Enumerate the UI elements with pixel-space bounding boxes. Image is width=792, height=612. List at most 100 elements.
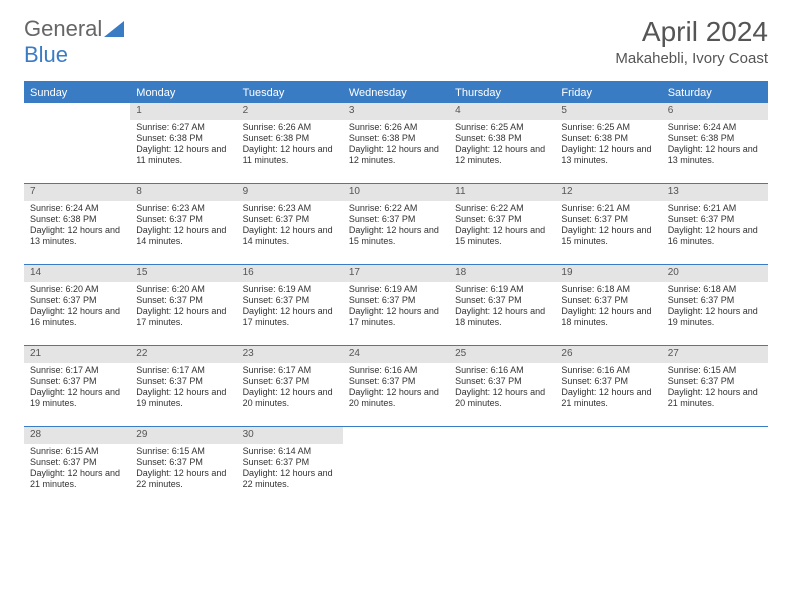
sunset-text: Sunset: 6:37 PM bbox=[237, 376, 343, 387]
daylight-text: Daylight: 12 hours and 15 minutes. bbox=[555, 225, 661, 248]
calendar-cell: 12Sunrise: 6:21 AMSunset: 6:37 PMDayligh… bbox=[555, 184, 661, 264]
calendar-cell: 9Sunrise: 6:23 AMSunset: 6:37 PMDaylight… bbox=[237, 184, 343, 264]
logo-text-2: Blue bbox=[24, 42, 68, 68]
day-number: 29 bbox=[130, 427, 236, 444]
sunset-text: Sunset: 6:38 PM bbox=[662, 133, 768, 144]
calendar-cell: 7Sunrise: 6:24 AMSunset: 6:38 PMDaylight… bbox=[24, 184, 130, 264]
day-number: 8 bbox=[130, 184, 236, 201]
dow-header: Saturday bbox=[662, 83, 768, 103]
daylight-text: Daylight: 12 hours and 17 minutes. bbox=[237, 306, 343, 329]
daylight-text: Daylight: 12 hours and 22 minutes. bbox=[130, 468, 236, 491]
sunrise-text: Sunrise: 6:16 AM bbox=[343, 365, 449, 376]
calendar: SundayMondayTuesdayWednesdayThursdayFrid… bbox=[24, 81, 768, 507]
day-number: 28 bbox=[24, 427, 130, 444]
day-number: 19 bbox=[555, 265, 661, 282]
location: Makahebli, Ivory Coast bbox=[615, 50, 768, 67]
calendar-cell bbox=[24, 103, 130, 183]
dow-header: Tuesday bbox=[237, 83, 343, 103]
daylight-text: Daylight: 12 hours and 20 minutes. bbox=[343, 387, 449, 410]
daylight-text: Daylight: 12 hours and 16 minutes. bbox=[24, 306, 130, 329]
sunset-text: Sunset: 6:37 PM bbox=[130, 457, 236, 468]
sunrise-text: Sunrise: 6:22 AM bbox=[449, 203, 555, 214]
day-number: 13 bbox=[662, 184, 768, 201]
sunrise-text: Sunrise: 6:18 AM bbox=[555, 284, 661, 295]
calendar-cell: 28Sunrise: 6:15 AMSunset: 6:37 PMDayligh… bbox=[24, 427, 130, 507]
daylight-text: Daylight: 12 hours and 21 minutes. bbox=[662, 387, 768, 410]
sunset-text: Sunset: 6:37 PM bbox=[130, 214, 236, 225]
day-number: 5 bbox=[555, 103, 661, 120]
daylight-text: Daylight: 12 hours and 19 minutes. bbox=[662, 306, 768, 329]
sunrise-text: Sunrise: 6:27 AM bbox=[130, 122, 236, 133]
sunrise-text: Sunrise: 6:25 AM bbox=[449, 122, 555, 133]
sunset-text: Sunset: 6:37 PM bbox=[343, 214, 449, 225]
daylight-text: Daylight: 12 hours and 20 minutes. bbox=[449, 387, 555, 410]
calendar-cell: 17Sunrise: 6:19 AMSunset: 6:37 PMDayligh… bbox=[343, 265, 449, 345]
logo-text-1: General bbox=[24, 16, 102, 42]
logo-triangle-icon bbox=[104, 21, 124, 37]
day-number: 22 bbox=[130, 346, 236, 363]
sunrise-text: Sunrise: 6:20 AM bbox=[130, 284, 236, 295]
sunset-text: Sunset: 6:38 PM bbox=[237, 133, 343, 144]
sunrise-text: Sunrise: 6:15 AM bbox=[662, 365, 768, 376]
calendar-cell: 3Sunrise: 6:26 AMSunset: 6:38 PMDaylight… bbox=[343, 103, 449, 183]
calendar-cell: 2Sunrise: 6:26 AMSunset: 6:38 PMDaylight… bbox=[237, 103, 343, 183]
sunrise-text: Sunrise: 6:15 AM bbox=[130, 446, 236, 457]
sunset-text: Sunset: 6:37 PM bbox=[130, 295, 236, 306]
daylight-text: Daylight: 12 hours and 13 minutes. bbox=[24, 225, 130, 248]
calendar-cell: 18Sunrise: 6:19 AMSunset: 6:37 PMDayligh… bbox=[449, 265, 555, 345]
day-number: 14 bbox=[24, 265, 130, 282]
calendar-cell: 22Sunrise: 6:17 AMSunset: 6:37 PMDayligh… bbox=[130, 346, 236, 426]
daylight-text: Daylight: 12 hours and 15 minutes. bbox=[449, 225, 555, 248]
sunrise-text: Sunrise: 6:25 AM bbox=[555, 122, 661, 133]
daylight-text: Daylight: 12 hours and 20 minutes. bbox=[237, 387, 343, 410]
sunrise-text: Sunrise: 6:21 AM bbox=[555, 203, 661, 214]
calendar-cell bbox=[343, 427, 449, 507]
calendar-cell: 11 Sunrise: 6:22 AMSunset: 6:37 PMDayligh… bbox=[449, 184, 555, 264]
day-number: 17 bbox=[343, 265, 449, 282]
day-number: 24 bbox=[343, 346, 449, 363]
sunset-text: Sunset: 6:37 PM bbox=[449, 295, 555, 306]
sunset-text: Sunset: 6:37 PM bbox=[237, 214, 343, 225]
day-number: 7 bbox=[24, 184, 130, 201]
sunrise-text: Sunrise: 6:16 AM bbox=[555, 365, 661, 376]
calendar-cell: 29 Sunrise: 6:15 AMSunset: 6:37 PMDayligh… bbox=[130, 427, 236, 507]
week-row: 28Sunrise: 6:15 AMSunset: 6:37 PMDayligh… bbox=[24, 426, 768, 507]
sunrise-text: Sunrise: 6:26 AM bbox=[237, 122, 343, 133]
dow-header: Friday bbox=[555, 83, 661, 103]
daylight-text: Daylight: 12 hours and 18 minutes. bbox=[449, 306, 555, 329]
dow-header: Sunday bbox=[24, 83, 130, 103]
day-number: 27 bbox=[662, 346, 768, 363]
daylight-text: Daylight: 12 hours and 19 minutes. bbox=[130, 387, 236, 410]
day-number: 9 bbox=[237, 184, 343, 201]
calendar-cell: 20Sunrise: 6:18 AMSunset: 6:37 PMDayligh… bbox=[662, 265, 768, 345]
calendar-cell: 4Sunrise: 6:25 AMSunset: 6:38 PMDaylight… bbox=[449, 103, 555, 183]
sunset-text: Sunset: 6:37 PM bbox=[343, 376, 449, 387]
day-number: 18 bbox=[449, 265, 555, 282]
daylight-text: Daylight: 12 hours and 21 minutes. bbox=[24, 468, 130, 491]
sunset-text: Sunset: 6:37 PM bbox=[662, 295, 768, 306]
daylight-text: Daylight: 12 hours and 11 minutes. bbox=[237, 144, 343, 167]
day-number: 11 bbox=[449, 184, 555, 201]
calendar-cell: 8Sunrise: 6:23 AMSunset: 6:37 PMDaylight… bbox=[130, 184, 236, 264]
calendar-cell: 23Sunrise: 6:17 AMSunset: 6:37 PMDayligh… bbox=[237, 346, 343, 426]
week-row: 7Sunrise: 6:24 AMSunset: 6:38 PMDaylight… bbox=[24, 183, 768, 264]
day-number: 23 bbox=[237, 346, 343, 363]
sunset-text: Sunset: 6:37 PM bbox=[237, 295, 343, 306]
calendar-cell: 10Sunrise: 6:22 AMSunset: 6:37 PMDayligh… bbox=[343, 184, 449, 264]
daylight-text: Daylight: 12 hours and 18 minutes. bbox=[555, 306, 661, 329]
week-row: 1Sunrise: 6:27 AMSunset: 6:38 PMDaylight… bbox=[24, 103, 768, 183]
daylight-text: Daylight: 12 hours and 15 minutes. bbox=[343, 225, 449, 248]
daylight-text: Daylight: 12 hours and 12 minutes. bbox=[343, 144, 449, 167]
sunset-text: Sunset: 6:37 PM bbox=[24, 457, 130, 468]
calendar-cell: 14 Sunrise: 6:20 AMSunset: 6:37 PMDayligh… bbox=[24, 265, 130, 345]
day-number: 20 bbox=[662, 265, 768, 282]
calendar-cell: 1Sunrise: 6:27 AMSunset: 6:38 PMDaylight… bbox=[130, 103, 236, 183]
sunrise-text: Sunrise: 6:20 AM bbox=[24, 284, 130, 295]
sunset-text: Sunset: 6:37 PM bbox=[130, 376, 236, 387]
sunrise-text: Sunrise: 6:19 AM bbox=[237, 284, 343, 295]
sunrise-text: Sunrise: 6:22 AM bbox=[343, 203, 449, 214]
sunset-text: Sunset: 6:37 PM bbox=[449, 214, 555, 225]
sunset-text: Sunset: 6:37 PM bbox=[24, 295, 130, 306]
day-number: 21 bbox=[24, 346, 130, 363]
day-number: 25 bbox=[449, 346, 555, 363]
